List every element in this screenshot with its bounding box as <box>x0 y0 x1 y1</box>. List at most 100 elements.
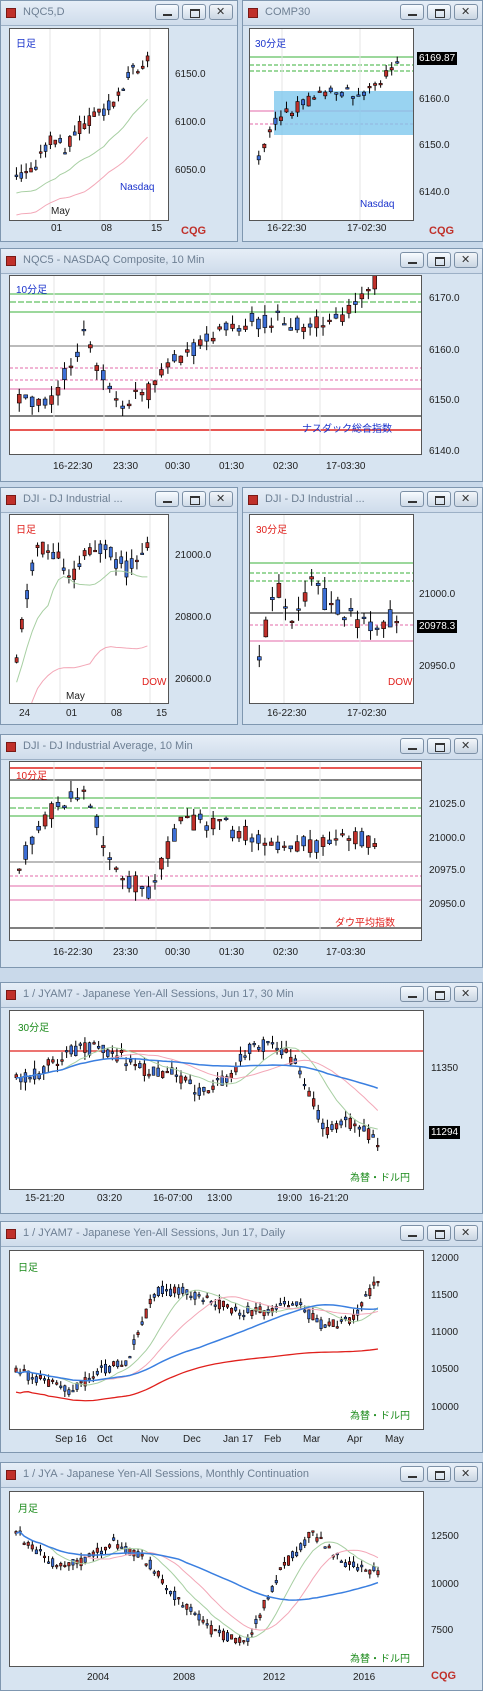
maximize-button[interactable] <box>427 252 451 268</box>
maximize-button[interactable] <box>427 1225 451 1241</box>
chart-window-dji-30min[interactable]: DJI - DJ Industrial ... 30分足 DOW 20978.3… <box>242 487 483 725</box>
window-menu-icon[interactable] <box>6 495 16 505</box>
x-axis-label: 23:30 <box>113 461 139 472</box>
x-axis-label: 15-21:20 <box>25 1193 65 1204</box>
maximize-button[interactable] <box>182 491 206 507</box>
price-chart[interactable]: 10分足 ダウ平均指数 <box>9 761 422 941</box>
y-axis-label: 20950.0 <box>429 899 466 910</box>
x-axis-label: 16-07:00 <box>153 1193 193 1204</box>
y-axis-label: 6140.0 <box>419 187 450 198</box>
minimize-button[interactable] <box>400 1466 424 1482</box>
minimize-button[interactable] <box>400 986 424 1002</box>
x-axis-label: 16-21:20 <box>309 1193 349 1204</box>
last-price-tag: 11294 <box>429 1126 461 1139</box>
close-button[interactable] <box>454 1225 478 1241</box>
window-menu-icon[interactable] <box>6 990 16 1000</box>
x-axis-label: 00:30 <box>165 947 191 958</box>
close-button[interactable] <box>454 986 478 1002</box>
maximize-button[interactable] <box>182 4 206 20</box>
price-chart[interactable]: 日足 DOW <box>9 514 169 704</box>
chart-window-nqc5-daily[interactable]: NQC5,D 日足 Nasdaq 6150.0 6100.0 6050.0 Ma… <box>0 0 238 242</box>
window-menu-icon[interactable] <box>248 495 258 505</box>
candlestick-plot <box>10 276 421 454</box>
minimize-button[interactable] <box>400 4 424 20</box>
chart-window-yen-30min[interactable]: 1 / JYAM7 - Japanese Yen-All Sessions, J… <box>0 982 483 1214</box>
x-axis-label: 23:30 <box>113 947 139 958</box>
title-bar[interactable]: DJI - DJ Industrial ... <box>243 488 482 513</box>
minimize-button[interactable] <box>400 738 424 754</box>
price-chart[interactable]: 30分足 DOW <box>249 514 414 704</box>
x-axis-label: 2008 <box>173 1672 196 1683</box>
close-button[interactable] <box>454 491 478 507</box>
price-chart[interactable]: 30分足 為替・ドル円 <box>9 1010 424 1190</box>
close-button[interactable] <box>454 1466 478 1482</box>
close-button[interactable] <box>209 4 233 20</box>
title-bar[interactable]: DJI - DJ Industrial Average, 10 Min <box>1 735 482 760</box>
x-axis-label: 03:20 <box>97 1193 123 1204</box>
title-bar[interactable]: COMP30 <box>243 1 482 26</box>
close-button[interactable] <box>454 4 478 20</box>
window-menu-icon[interactable] <box>6 1229 16 1239</box>
window-menu-icon[interactable] <box>6 742 16 752</box>
close-button[interactable] <box>209 491 233 507</box>
title-bar[interactable]: NQC5 - NASDAQ Composite, 10 Min <box>1 249 482 274</box>
maximize-button[interactable] <box>427 738 451 754</box>
maximize-button[interactable] <box>427 1466 451 1482</box>
title-bar[interactable]: 1 / JYAM7 - Japanese Yen-All Sessions, J… <box>1 983 482 1008</box>
price-chart[interactable]: 10分足 ナスダック総合指数 <box>9 275 422 455</box>
x-axis-label: Sep 16 <box>55 1434 87 1445</box>
x-axis-label: May <box>51 206 70 217</box>
chart-window-comp-30min[interactable]: COMP30 30分足 Nasdaq 6169.87 6160.0 6150.0… <box>242 0 483 242</box>
maximize-button[interactable] <box>427 491 451 507</box>
price-chart[interactable]: 日足 為替・ドル円 <box>9 1250 424 1430</box>
y-axis-label: 20975.0 <box>429 865 466 876</box>
close-button[interactable] <box>454 252 478 268</box>
window-title: 1 / JYAM7 - Japanese Yen-All Sessions, J… <box>23 988 294 1000</box>
x-axis-label: 24 <box>19 708 31 719</box>
instrument-label: Nasdaq <box>360 199 395 210</box>
x-axis-label: 16-22:30 <box>53 461 93 472</box>
chart-window-dji-10min[interactable]: DJI - DJ Industrial Average, 10 Min 10分足… <box>0 734 483 968</box>
chart-window-yen-daily[interactable]: 1 / JYAM7 - Japanese Yen-All Sessions, J… <box>0 1221 483 1453</box>
maximize-button[interactable] <box>427 4 451 20</box>
instrument-label: 為替・ドル円 <box>350 1173 410 1184</box>
minimize-button[interactable] <box>400 252 424 268</box>
instrument-label: 為替・ドル円 <box>350 1411 410 1422</box>
x-axis-label: Nov <box>141 1434 159 1445</box>
chart-window-nasdaq-10min[interactable]: NQC5 - NASDAQ Composite, 10 Min 10分足 ナスダ… <box>0 248 483 482</box>
price-chart[interactable]: 月足 為替・ドル円 <box>9 1491 424 1667</box>
price-chart[interactable]: 30分足 Nasdaq <box>249 28 414 221</box>
title-bar[interactable]: DJI - DJ Industrial ... <box>1 488 237 513</box>
x-axis-label: 00:30 <box>165 461 191 472</box>
candlestick-plot <box>10 1035 423 1151</box>
minimize-button[interactable] <box>155 491 179 507</box>
y-axis-label: 12000 <box>431 1253 459 1264</box>
y-axis-label: 21000.0 <box>419 589 456 600</box>
window-title: DJI - DJ Industrial ... <box>23 493 123 505</box>
chart-window-dji-daily[interactable]: DJI - DJ Industrial ... 日足 DOW 21000.0 2… <box>0 487 238 725</box>
close-button[interactable] <box>454 738 478 754</box>
x-axis-label: 01:30 <box>219 947 245 958</box>
title-bar[interactable]: 1 / JYA - Japanese Yen-All Sessions, Mon… <box>1 1463 482 1488</box>
x-axis-label: May <box>66 691 85 702</box>
x-axis-label: 01:30 <box>219 461 245 472</box>
chart-window-yen-monthly[interactable]: 1 / JYA - Japanese Yen-All Sessions, Mon… <box>0 1462 483 1691</box>
title-bar[interactable]: NQC5,D <box>1 1 237 26</box>
window-title: DJI - DJ Industrial ... <box>265 493 365 505</box>
window-menu-icon[interactable] <box>6 8 16 18</box>
minimize-button[interactable] <box>400 491 424 507</box>
title-bar[interactable]: 1 / JYAM7 - Japanese Yen-All Sessions, J… <box>1 1222 482 1247</box>
x-axis-label: 16-22:30 <box>53 947 93 958</box>
x-axis-label: 2016 <box>353 1672 376 1683</box>
minimize-button[interactable] <box>155 4 179 20</box>
y-axis-label: 12500 <box>431 1531 459 1542</box>
maximize-button[interactable] <box>427 986 451 1002</box>
minimize-button[interactable] <box>400 1225 424 1241</box>
window-menu-icon[interactable] <box>6 1470 16 1480</box>
y-axis-label: 6160.0 <box>429 345 460 356</box>
window-menu-icon[interactable] <box>248 8 258 18</box>
window-menu-icon[interactable] <box>6 256 16 266</box>
instrument-label: DOW <box>388 677 413 688</box>
x-axis-label: Oct <box>97 1434 113 1445</box>
price-chart[interactable]: 日足 Nasdaq <box>9 28 169 221</box>
